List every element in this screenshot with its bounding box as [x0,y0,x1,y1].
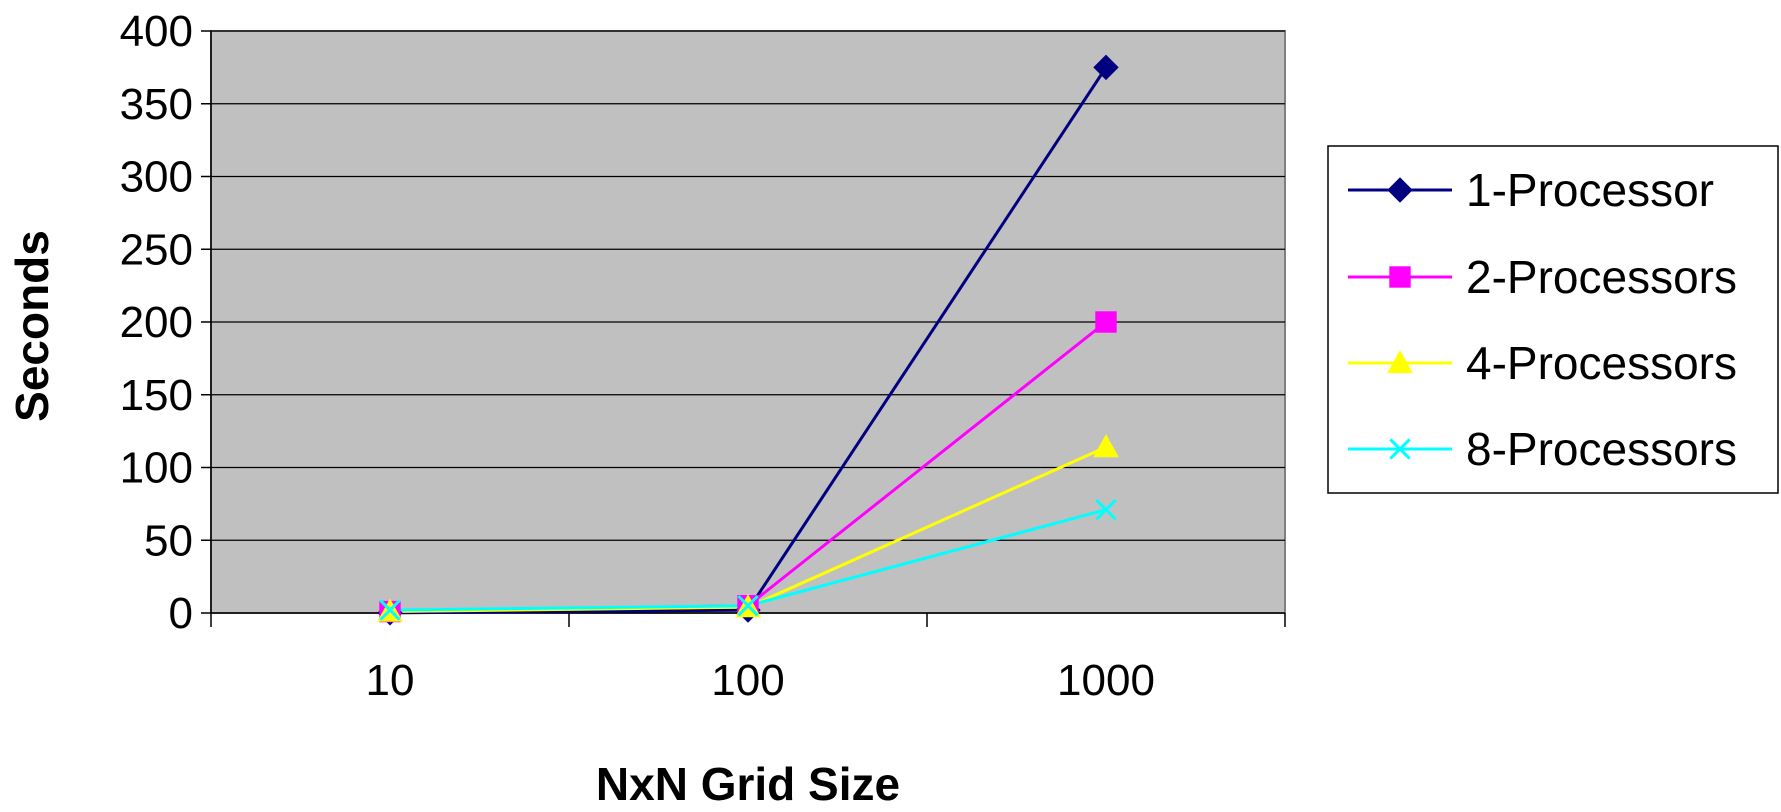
legend-item: 2-Processors [1348,251,1737,303]
y-tick-label: 150 [120,371,193,420]
series-markers [377,54,1119,626]
legend-marker [1387,349,1413,374]
legend: 1-Processor 2-Processors 4-Processors 8-Pro… [1327,145,1779,494]
x-axis-ticks: 10 100 1000 [210,613,1286,705]
legend-box [1327,145,1779,494]
legend-label: 1-Processor [1466,164,1714,216]
y-tick-label: 400 [120,7,193,56]
x-axis-title: NxN Grid Size [596,758,900,807]
data-point-4-processors [1093,434,1119,458]
legend-items: 1-Processor 2-Processors 4-Processors 8-Pro… [1348,164,1737,475]
legend-item: 8-Processors [1348,423,1737,475]
y-axis-ticks: 0 50 100 150 200 250 300 350 400 [120,7,211,638]
y-tick-label: 0 [169,589,193,638]
data-point-8-processors [379,599,401,621]
y-tick-label: 300 [120,153,193,202]
y-tick-label: 350 [120,80,193,129]
legend-label: 4-Processors [1466,337,1737,389]
gridlines [211,30,1285,541]
y-tick-label: 100 [120,444,193,493]
legend-item: 1-Processor [1348,164,1714,216]
legend-item: 4-Processors [1348,337,1737,389]
x-tick-label: 100 [711,656,784,705]
data-point-2-processors [1095,311,1117,333]
y-tick-label: 250 [120,225,193,274]
legend-marker [1389,266,1411,288]
data-point-8-processors [1095,499,1117,521]
legend-marker [1387,177,1413,203]
data-point-1-processor [1093,54,1119,81]
y-tick-label: 50 [144,516,193,565]
legend-label: 2-Processors [1466,251,1737,303]
x-tick-label: 1000 [1057,656,1155,705]
y-axis-title: Seconds [6,230,58,422]
x-tick-label: 10 [366,656,415,705]
legend-label: 8-Processors [1466,423,1737,475]
y-tick-label: 200 [120,298,193,347]
legend-marker [1389,438,1411,460]
data-point-8-processors [737,595,759,617]
